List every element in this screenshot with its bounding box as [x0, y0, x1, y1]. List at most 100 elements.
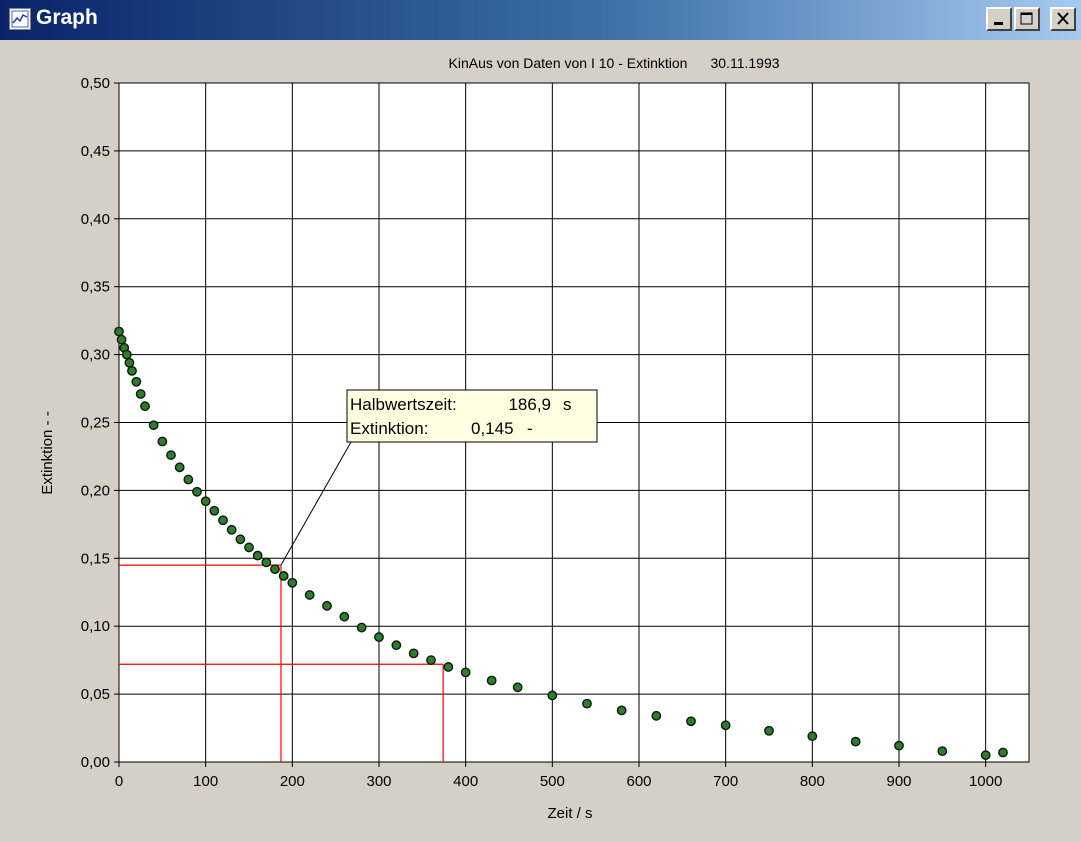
x-tick-label: 400	[453, 773, 478, 790]
half-life-guides	[119, 564, 444, 762]
data-point	[183, 474, 194, 485]
data-point	[807, 731, 818, 742]
data-point	[270, 564, 280, 575]
data-point	[894, 740, 904, 751]
half-life-annotation: Halbwertszeit: 186,9 s Extinktion: 0,145…	[346, 389, 598, 443]
data-point	[121, 349, 132, 360]
data-point	[135, 389, 146, 399]
minimize-icon	[994, 22, 1003, 25]
x-tick-label: 600	[626, 773, 651, 790]
data-point	[443, 662, 454, 672]
data-point	[720, 720, 731, 731]
minimize-button[interactable]	[986, 7, 1012, 31]
data-point	[374, 632, 384, 642]
annotation-extinktion-value: 0,145	[471, 419, 514, 438]
y-tick-label: 0,50	[81, 75, 110, 92]
y-tick-label: 0,35	[81, 279, 110, 296]
annotation-extinktion-label: Extinktion:	[350, 419, 428, 438]
extinktion-chart: 0 100 200 300 400 500 600 700 800 900 1000 0,000,0…	[0, 40, 1081, 837]
data-point	[140, 401, 150, 412]
data-point	[686, 716, 696, 727]
data-point	[200, 496, 211, 507]
data-point	[124, 357, 135, 368]
x-tick-label: 100	[193, 773, 218, 790]
data-point	[166, 450, 176, 460]
data-point	[460, 667, 471, 678]
y-tick-label: 0,30	[81, 347, 110, 364]
data-point	[287, 577, 298, 588]
data-point	[261, 557, 272, 568]
data-point	[226, 524, 237, 535]
y-tick-labels: 0,00 0,05 0,10 0,15 0,20 0,25 0,30 0,35 0,40 0,45…	[81, 75, 110, 771]
x-tick-labels: 0 100 200 300 400 500 600 700 800 900 1000	[115, 773, 1003, 790]
data-point	[322, 600, 332, 611]
y-axis-label: Extinktion - -	[39, 411, 56, 494]
data-point	[114, 326, 124, 337]
data-point	[148, 420, 159, 431]
data-point	[356, 622, 367, 633]
data-point	[980, 750, 991, 761]
annotation-leader-line	[280, 441, 352, 566]
data-point	[209, 505, 220, 516]
data-point	[764, 725, 774, 736]
maximize-icon	[1020, 12, 1033, 25]
data-point	[278, 571, 289, 581]
y-tick-label: 0,40	[81, 211, 110, 228]
data-point	[304, 590, 315, 600]
chart-date: 30.11.1993	[710, 55, 779, 71]
chart-area: 0 100 200 300 400 500 600 700 800 900 1000 0,00 0,0…	[0, 40, 1081, 837]
y-tick-label: 0,25	[81, 415, 110, 432]
x-axis-label: Zeit / s	[547, 805, 592, 822]
annotation-halfwertszeit-value: 186,9	[508, 395, 551, 414]
y-tick-label: 0,45	[81, 143, 110, 160]
annotation-extinktion-unit: -	[527, 419, 533, 438]
x-tick-label: 900	[886, 773, 911, 790]
window-title: Graph	[36, 6, 98, 29]
data-point	[486, 675, 497, 686]
data-point	[391, 640, 402, 651]
y-tick-label: 0,15	[81, 550, 110, 567]
data-point	[218, 515, 228, 526]
maximize-button[interactable]	[1014, 7, 1040, 31]
x-tick-label: 1000	[969, 773, 1002, 790]
data-point	[616, 705, 627, 716]
data-point	[244, 542, 254, 553]
data-point	[937, 746, 948, 757]
close-button[interactable]	[1050, 7, 1076, 31]
title-bar[interactable]: Graph	[0, 0, 1081, 40]
x-tick-label: 200	[280, 773, 305, 790]
x-tick-label: 700	[713, 773, 738, 790]
data-point	[850, 736, 861, 747]
x-tick-label: 500	[540, 773, 565, 790]
data-point	[426, 655, 436, 666]
annotation-halfwertszeit-unit: s	[563, 395, 572, 414]
data-point	[157, 436, 168, 447]
data-point	[408, 648, 419, 659]
data-points	[114, 326, 1008, 761]
data-point	[174, 462, 185, 473]
data-point	[127, 365, 137, 376]
chart-title: KinAus von Daten von I 10 - Extinktion	[449, 55, 688, 71]
data-point	[192, 486, 202, 497]
data-point	[547, 690, 558, 701]
grid	[114, 82, 1029, 767]
annotation-halfwertszeit-label: Halbwertszeit:	[350, 395, 457, 414]
data-point	[339, 611, 350, 622]
y-tick-label: 0,10	[81, 618, 110, 635]
graph-icon	[9, 8, 31, 30]
y-tick-label: 0,05	[81, 686, 110, 703]
x-tick-label: 800	[800, 773, 825, 790]
annotation-box	[346, 389, 598, 443]
data-point	[235, 534, 246, 545]
data-point	[651, 710, 662, 721]
data-point	[252, 550, 263, 561]
data-point	[512, 682, 523, 693]
x-tick-label: 300	[366, 773, 391, 790]
y-tick-label: 0,20	[81, 482, 110, 499]
close-icon	[1057, 12, 1069, 25]
data-point	[131, 376, 142, 387]
data-point	[582, 698, 592, 709]
x-tick-label: 0	[115, 773, 123, 790]
data-point	[998, 747, 1008, 758]
